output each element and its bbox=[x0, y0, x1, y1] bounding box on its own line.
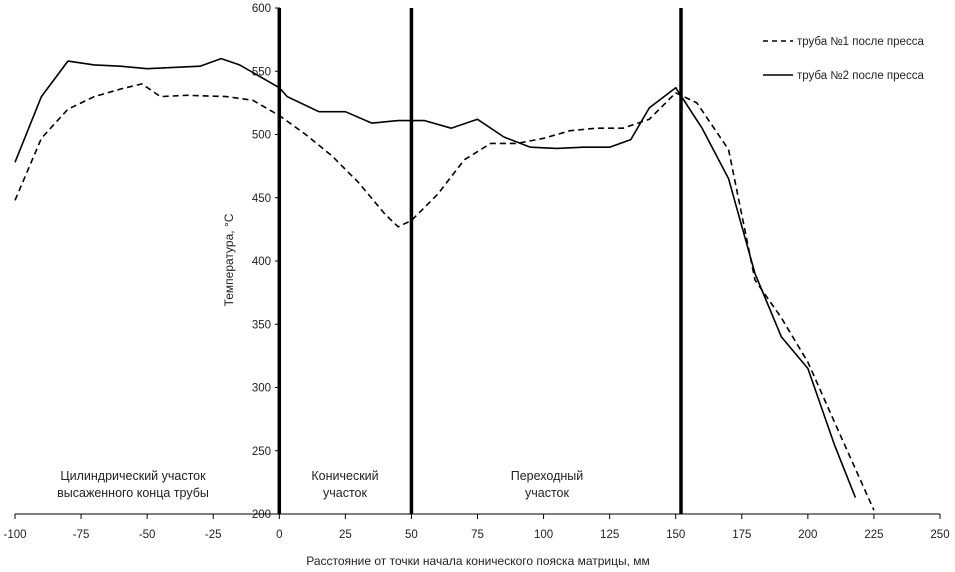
legend-label-series1: труба №1 после пресса bbox=[797, 36, 924, 48]
annotation-transition-line1: Переходный bbox=[511, 469, 584, 483]
series-line-2 bbox=[14, 57, 857, 498]
x-tick-label: -25 bbox=[205, 529, 222, 541]
x-axis-title: Расстояние от точки начала конического п… bbox=[306, 554, 650, 568]
x-tick-label: 100 bbox=[534, 529, 553, 541]
x-axis: -100 -75 -50 -25 0 25 50 75 100 125 150 175 200 225 25… bbox=[3, 513, 950, 541]
annotation-cylindrical-line1: Цилиндрический участок bbox=[60, 469, 206, 483]
series-line-1 bbox=[14, 83, 875, 511]
x-tick-label: 50 bbox=[405, 529, 418, 541]
x-tick-label: 0 bbox=[276, 529, 282, 541]
y-tick-label: 200 bbox=[252, 509, 271, 521]
annotation-conical-line2: участок bbox=[323, 486, 368, 500]
y-tick-label: 250 bbox=[252, 446, 271, 458]
x-tick-label: 125 bbox=[600, 529, 619, 541]
y-tick-label: 300 bbox=[252, 383, 271, 395]
y-axis-title: Температура, °С bbox=[222, 213, 236, 306]
region-annotations: Цилиндрический участок высаженного конца… bbox=[57, 469, 583, 500]
y-tick-label: 350 bbox=[252, 319, 271, 331]
legend-label-series2: труба №2 после пресса bbox=[797, 70, 924, 82]
x-tick-label: 200 bbox=[798, 529, 817, 541]
annotation-cylindrical-line2: высаженного конца трубы bbox=[57, 486, 209, 500]
y-tick-label: 450 bbox=[252, 193, 271, 205]
x-tick-label: 175 bbox=[732, 529, 751, 541]
y-tick-label: 550 bbox=[252, 66, 271, 78]
x-tick-label: 225 bbox=[864, 529, 883, 541]
data-series bbox=[14, 57, 875, 511]
y-tick-label: 400 bbox=[252, 256, 271, 268]
x-tick-label: 75 bbox=[471, 529, 484, 541]
x-tick-label: 150 bbox=[666, 529, 685, 541]
x-tick-label: -75 bbox=[73, 529, 90, 541]
y-tick-label: 600 bbox=[252, 3, 271, 15]
x-tick-label: -50 bbox=[139, 529, 156, 541]
legend: труба №1 после пресса труба №2 после пре… bbox=[763, 36, 924, 82]
y-tick-label: 500 bbox=[252, 130, 271, 142]
region-separator-lines bbox=[277, 8, 683, 514]
x-tick-label: 25 bbox=[339, 529, 352, 541]
x-tick-label: -100 bbox=[3, 529, 26, 541]
x-tick-label: 250 bbox=[930, 529, 949, 541]
annotation-transition-line2: участок bbox=[525, 486, 570, 500]
annotation-conical-line1: Конический bbox=[311, 469, 378, 483]
